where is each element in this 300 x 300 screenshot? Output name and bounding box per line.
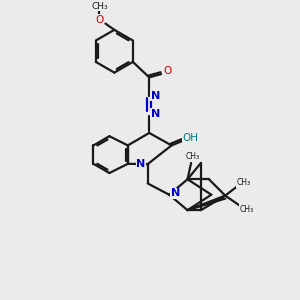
Text: N: N (151, 91, 160, 101)
Text: N: N (171, 188, 180, 198)
Text: CH₃: CH₃ (91, 2, 108, 10)
Text: OH: OH (183, 133, 199, 143)
Text: O: O (164, 66, 172, 76)
Text: CH₃: CH₃ (185, 152, 200, 161)
Text: N: N (136, 158, 146, 169)
Text: N: N (151, 109, 160, 118)
Text: O: O (95, 15, 104, 25)
Text: CH₃: CH₃ (240, 205, 254, 214)
Text: CH₃: CH₃ (237, 178, 251, 187)
